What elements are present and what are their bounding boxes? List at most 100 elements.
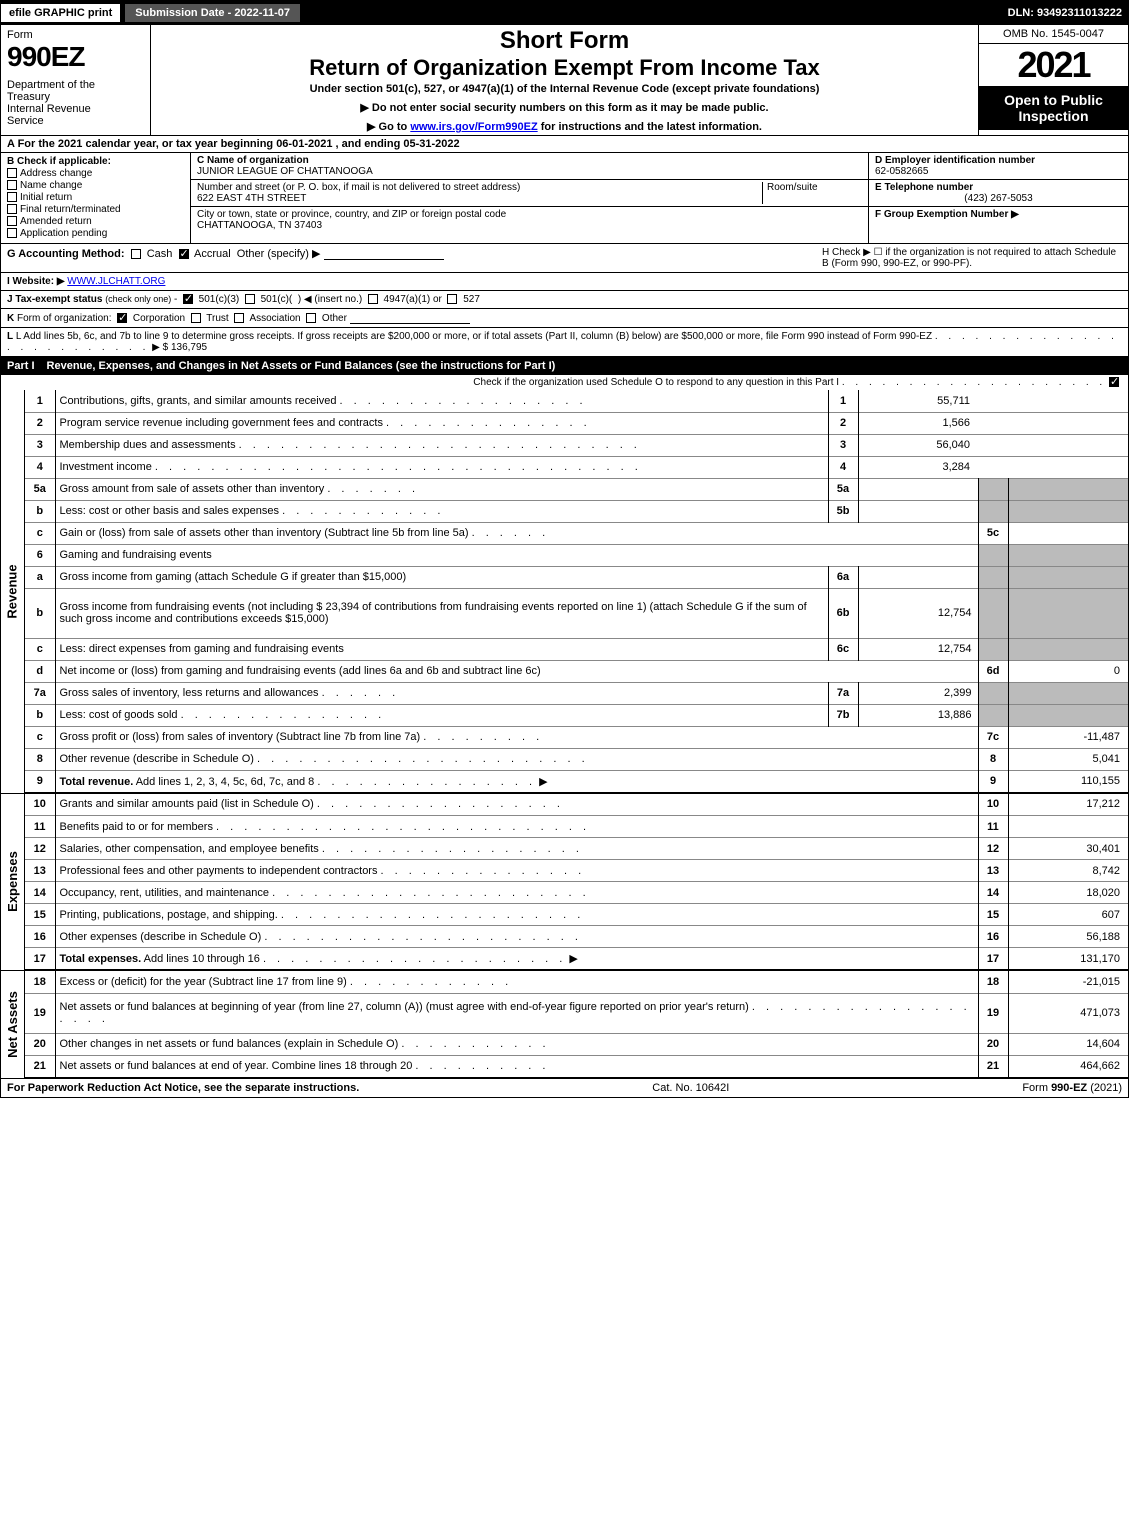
table-row: bLess: cost or other basis and sales exp… xyxy=(25,500,1128,522)
chk-501c[interactable] xyxy=(245,294,255,304)
subtitle: Under section 501(c), 527, or 4947(a)(1)… xyxy=(157,83,972,95)
page-footer: For Paperwork Reduction Act Notice, see … xyxy=(1,1079,1128,1097)
org-name: JUNIOR LEAGUE OF CHATTANOOGA xyxy=(197,166,373,177)
c-label: C Name of organization xyxy=(197,155,309,166)
section-j: J Tax-exempt status (check only one) - 5… xyxy=(1,291,1128,309)
revenue-section: Revenue 1Contributions, gifts, grants, a… xyxy=(1,390,1128,794)
d-label: D Employer identification number xyxy=(875,155,1035,166)
table-row: 2Program service revenue including gover… xyxy=(25,412,1128,434)
street-value: 622 EAST 4TH STREET xyxy=(197,193,306,204)
chk-name-change[interactable]: Name change xyxy=(7,180,184,191)
table-row: 4Investment income . . . . . . . . . . .… xyxy=(25,456,1128,478)
i-label: I Website: ▶ xyxy=(7,276,65,287)
col-de: D Employer identification number 62-0582… xyxy=(868,153,1128,243)
e-label: E Telephone number xyxy=(875,182,973,193)
col-c: C Name of organization JUNIOR LEAGUE OF … xyxy=(191,153,868,243)
table-row: 19Net assets or fund balances at beginni… xyxy=(25,993,1128,1033)
city-value: CHATTANOOGA, TN 37403 xyxy=(197,220,322,231)
h-text: H Check ▶ ☐ if the organization is not r… xyxy=(822,247,1122,269)
table-row: 6Gaming and fundraising events xyxy=(25,544,1128,566)
part1-label: Part I xyxy=(7,360,47,372)
website-link[interactable]: WWW.JLCHATT.ORG xyxy=(67,276,165,287)
cat-number: Cat. No. 10642I xyxy=(359,1082,1022,1094)
part1-title: Revenue, Expenses, and Changes in Net As… xyxy=(47,360,556,372)
table-row: 13Professional fees and other payments t… xyxy=(25,860,1128,882)
table-row: dNet income or (loss) from gaming and fu… xyxy=(25,660,1128,682)
revenue-sidebar: Revenue xyxy=(1,390,25,793)
chk-amended-return[interactable]: Amended return xyxy=(7,216,184,227)
table-row: 16Other expenses (describe in Schedule O… xyxy=(25,926,1128,948)
table-row: 17Total expenses. Add lines 10 through 1… xyxy=(25,948,1128,970)
short-form-title: Short Form xyxy=(157,27,972,55)
table-row: aGross income from gaming (attach Schedu… xyxy=(25,566,1128,588)
form-page: efile GRAPHIC print Submission Date - 20… xyxy=(0,0,1129,1098)
telephone-value: (423) 267-5053 xyxy=(875,193,1122,204)
chk-initial-return[interactable]: Initial return xyxy=(7,192,184,203)
other-org-input[interactable] xyxy=(350,312,470,324)
b-header: B Check if applicable: xyxy=(7,156,184,167)
header-center: Short Form Return of Organization Exempt… xyxy=(151,25,978,135)
paperwork-notice: For Paperwork Reduction Act Notice, see … xyxy=(7,1082,359,1094)
line-a: A For the 2021 calendar year, or tax yea… xyxy=(1,136,1128,153)
other-specify-input[interactable] xyxy=(324,248,444,260)
table-row: 18Excess or (deficit) for the year (Subt… xyxy=(25,971,1128,993)
chk-501c3[interactable] xyxy=(183,294,193,304)
chk-other-org[interactable] xyxy=(306,313,316,323)
room-label: Room/suite xyxy=(767,182,818,193)
expenses-table: 10Grants and similar amounts paid (list … xyxy=(25,794,1128,971)
chk-527[interactable] xyxy=(447,294,457,304)
chk-cash[interactable] xyxy=(131,249,141,259)
header-right: OMB No. 1545-0047 2021 Open to Public In… xyxy=(978,25,1128,135)
netassets-sidebar: Net Assets xyxy=(1,971,25,1078)
g-label: G Accounting Method: xyxy=(7,248,125,260)
chk-4947[interactable] xyxy=(368,294,378,304)
section-gh: G Accounting Method: Cash Accrual Other … xyxy=(1,244,1128,273)
table-row: 21Net assets or fund balances at end of … xyxy=(25,1055,1128,1077)
header-left: Form 990EZ Department of theTreasuryInte… xyxy=(1,25,151,135)
chk-corporation[interactable] xyxy=(117,313,127,323)
part1-note: Check if the organization used Schedule … xyxy=(1,375,1128,390)
table-row: 5aGross amount from sale of assets other… xyxy=(25,478,1128,500)
expenses-sidebar: Expenses xyxy=(1,794,25,971)
goto-note: ▶ Go to www.irs.gov/Form990EZ for instru… xyxy=(157,120,972,133)
table-row: cGain or (loss) from sale of assets othe… xyxy=(25,522,1128,544)
f-label: F Group Exemption Number ▶ xyxy=(875,209,1019,220)
ein-value: 62-0582665 xyxy=(875,166,928,177)
table-row: 8Other revenue (describe in Schedule O) … xyxy=(25,748,1128,770)
form-version: Form 990-EZ (2021) xyxy=(1022,1082,1122,1094)
table-row: 11Benefits paid to or for members . . . … xyxy=(25,816,1128,838)
chk-accrual[interactable] xyxy=(179,249,189,259)
table-row: 7aGross sales of inventory, less returns… xyxy=(25,682,1128,704)
expenses-section: Expenses 10Grants and similar amounts pa… xyxy=(1,794,1128,972)
netassets-table: 18Excess or (deficit) for the year (Subt… xyxy=(25,971,1128,1078)
table-row: bLess: cost of goods sold . . . . . . . … xyxy=(25,704,1128,726)
netassets-section: Net Assets 18Excess or (deficit) for the… xyxy=(1,971,1128,1079)
chk-schedule-o[interactable] xyxy=(1109,377,1119,387)
ssn-note: ▶ Do not enter social security numbers o… xyxy=(157,101,972,114)
city-label: City or town, state or province, country… xyxy=(197,209,506,220)
chk-application-pending[interactable]: Application pending xyxy=(7,228,184,239)
irs-link[interactable]: www.irs.gov/Form990EZ xyxy=(410,121,537,133)
part1-header: Part I Revenue, Expenses, and Changes in… xyxy=(1,357,1128,375)
open-inspection: Open to Public Inspection xyxy=(979,86,1128,130)
street-label: Number and street (or P. O. box, if mail… xyxy=(197,182,520,193)
table-row: 9Total revenue. Add lines 1, 2, 3, 4, 5c… xyxy=(25,770,1128,792)
chk-address-change[interactable]: Address change xyxy=(7,168,184,179)
form-header: Form 990EZ Department of theTreasuryInte… xyxy=(1,25,1128,136)
table-row: 1Contributions, gifts, grants, and simil… xyxy=(25,390,1128,412)
chk-trust[interactable] xyxy=(191,313,201,323)
chk-final-return[interactable]: Final return/terminated xyxy=(7,204,184,215)
col-b: B Check if applicable: Address change Na… xyxy=(1,153,191,243)
main-title: Return of Organization Exempt From Incom… xyxy=(157,55,972,81)
chk-association[interactable] xyxy=(234,313,244,323)
dln-label: DLN: 93492311013222 xyxy=(1008,7,1128,19)
block-bcdef: B Check if applicable: Address change Na… xyxy=(1,153,1128,244)
table-row: bGross income from fundraising events (n… xyxy=(25,588,1128,638)
table-row: cLess: direct expenses from gaming and f… xyxy=(25,638,1128,660)
form-label: Form xyxy=(7,29,144,41)
table-row: 3Membership dues and assessments . . . .… xyxy=(25,434,1128,456)
section-l: L L Add lines 5b, 6c, and 7b to line 9 t… xyxy=(1,328,1128,357)
table-row: 14Occupancy, rent, utilities, and mainte… xyxy=(25,882,1128,904)
table-row: 12Salaries, other compensation, and empl… xyxy=(25,838,1128,860)
table-row: 10Grants and similar amounts paid (list … xyxy=(25,794,1128,816)
